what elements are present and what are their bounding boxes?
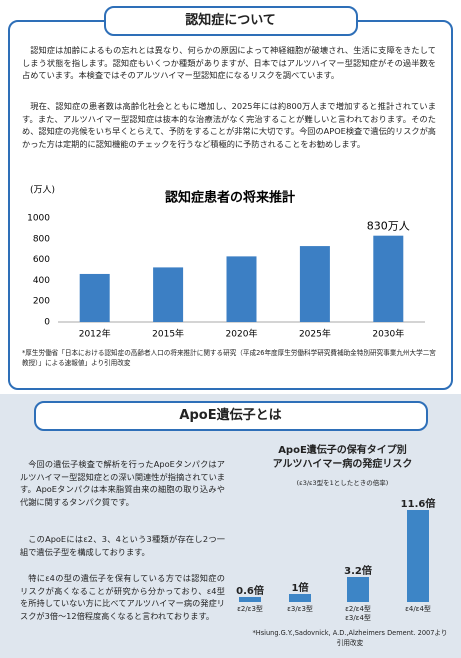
bar (299, 246, 330, 322)
axis-label: (万人) (30, 186, 55, 196)
bar (373, 235, 404, 322)
section-background (0, 394, 461, 658)
x-tick-label: 2012年 (79, 328, 111, 340)
paragraph: 認知症は加齢によるもの忘れとは異なり、何らかの原因によって神経細胞が破壊され、生… (22, 45, 436, 80)
chart: 認知症患者の将来推計 (万人) 0 200 400 600 800 1000 2012年 20… (27, 186, 425, 340)
chart: ApoE遺伝子の保有タイプ別 アルツハイマー病の発症リスク (ε3/ε3型を1と… (230, 440, 455, 645)
footnote: *厚生労働省「日本における認知症の高齢者人口の将来推計に関する研究（平成26年度… (22, 349, 436, 367)
chart-subtitle: (ε3/ε3型を1としたときの倍率) (296, 479, 389, 487)
chart-title: ApoE遺伝子の保有タイプ別 アルツハイマー病の発症リスク (272, 445, 413, 470)
footnote: *Hsiung.G.Y.,Sadovnick, A.D.,Alzheimers … (252, 629, 448, 647)
y-tick-label: 800 (33, 234, 50, 244)
section-title: ApoE遺伝子とは (33, 401, 428, 431)
data-label: 830万人 (367, 220, 410, 233)
y-tick-label: 0 (44, 318, 50, 328)
y-tick-label: 1000 (27, 214, 50, 224)
section-title: 認知症について (103, 6, 358, 36)
chart-title: 認知症患者の将来推計 (165, 190, 295, 206)
x-tick-label: 2015年 (152, 328, 184, 340)
bar (407, 510, 429, 602)
paragraph: 今回の遺伝子検査で解析を行ったApoEタンパクはアルツハイマー型認知症との深い関… (20, 459, 225, 507)
x-tick-label: 2025年 (299, 328, 331, 340)
paragraph: 現在、認知症の患者数は高齢化社会とともに増加し、2025年には約800万人まで増… (22, 101, 436, 149)
y-tick-label: 400 (33, 276, 50, 286)
x-tick-label: ε3/ε3型 (287, 605, 313, 613)
x-tick-label: 2020年 (226, 328, 258, 340)
y-tick-label: 200 (33, 297, 50, 307)
bar (153, 267, 184, 322)
x-tick-label: ε2/ε3型 (237, 605, 263, 613)
paragraph: 特にε4の型の遺伝子を保有している方では認知症のリスクが高くなることが研究から分… (20, 573, 225, 621)
x-tick-label: ε2/ε4型 ε3/ε4型 (345, 605, 371, 622)
data-label: 3.2倍 (344, 565, 372, 577)
bar (289, 594, 311, 602)
x-tick-label: 2030年 (372, 328, 404, 340)
data-label: 1倍 (291, 583, 309, 595)
bar (226, 256, 257, 322)
paragraph: このApoEにはε2、3、4という3種類が存在し2つ一組で遺伝子型を構成しており… (20, 534, 225, 557)
bar (239, 597, 261, 602)
data-label: 11.6倍 (400, 499, 436, 510)
bar (347, 576, 369, 602)
x-tick-label: ε4/ε4型 (405, 605, 431, 613)
y-tick-label: 600 (33, 255, 50, 265)
bar (79, 273, 110, 322)
data-label: 0.6倍 (236, 586, 264, 598)
